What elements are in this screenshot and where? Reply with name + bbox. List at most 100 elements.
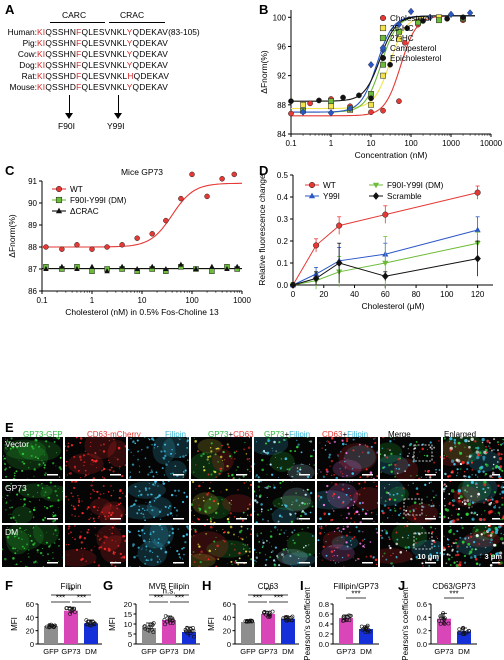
data-point xyxy=(68,611,72,616)
y-tick-label: 5 xyxy=(128,630,132,639)
data-point xyxy=(185,625,189,630)
data-point xyxy=(340,94,346,101)
chart-d: 0.0 0.1 0.2 0.3 0.4 0.5 0 20 40 60 80 100 120 Cholest… xyxy=(257,171,493,311)
legend-marker xyxy=(379,34,387,42)
panel-label-e: E xyxy=(5,420,14,435)
data-point xyxy=(290,614,295,619)
panel-label-b: B xyxy=(259,2,269,17)
y-tick-label: 60 xyxy=(26,600,34,609)
data-point xyxy=(407,7,415,16)
title-gp73-filipin: GP73+Filipin xyxy=(264,430,311,439)
y-tick-label: 0.2 xyxy=(277,237,289,246)
legend-marker xyxy=(379,24,387,32)
micrograph-image xyxy=(191,525,252,567)
y-tick-label: 100 xyxy=(273,13,287,22)
y-axis-label: Relative fluorescence change xyxy=(257,174,267,286)
x-tick-label: 100 xyxy=(440,290,454,299)
arrow-f90i-head xyxy=(65,113,73,119)
bar xyxy=(64,610,78,644)
data-point xyxy=(67,606,72,610)
y-tick-label: 15 xyxy=(124,610,132,619)
data-point xyxy=(474,189,481,196)
y-axis-label: ΔFnorm(%) xyxy=(7,214,17,258)
x-tick-label: 40 xyxy=(350,290,359,299)
data-point xyxy=(474,226,481,233)
data-point xyxy=(444,15,450,22)
arrow-f90i-shaft xyxy=(69,95,70,115)
data-point xyxy=(104,268,110,274)
y-tick-label: 40 xyxy=(26,613,34,622)
panel-label-i: I xyxy=(300,578,304,593)
data-point xyxy=(363,630,368,634)
x-tick-label: DM xyxy=(85,647,97,656)
chart-title: MVB Filipin xyxy=(149,582,189,591)
species-name: Cow: xyxy=(17,49,37,59)
y-tick-label: 40 xyxy=(223,613,231,622)
y-tick-label: 0.3 xyxy=(277,215,289,224)
data-point xyxy=(382,260,389,267)
legend-marker xyxy=(379,54,387,62)
title-enlarged: Enlarged xyxy=(444,430,477,439)
data-point xyxy=(219,176,225,182)
data-point xyxy=(285,617,290,622)
sequence-row: Mouse:KIQSSHDFQLESVNKLYQDEKAV xyxy=(4,82,168,93)
chart-i: 0.00.20.40.60.8 Pearson's coefficient Fill… xyxy=(303,582,379,660)
micrograph-image xyxy=(128,437,189,479)
data-point xyxy=(142,624,147,629)
micrograph-cell xyxy=(380,437,441,479)
data-point xyxy=(380,107,386,114)
sequence-range: (83-105) xyxy=(168,27,200,37)
legend-marker xyxy=(379,44,387,52)
sequence-residues: KIQSSHNFQLESVNKLYQDEKAV xyxy=(37,27,169,37)
y-tick-label: 87 xyxy=(28,265,37,274)
x-tick-label: DM xyxy=(360,647,372,656)
data-point xyxy=(104,244,110,250)
species-name: Mouse: xyxy=(9,82,37,92)
data-point xyxy=(366,629,371,634)
data-point xyxy=(171,618,175,622)
micrograph-cell xyxy=(443,437,504,479)
data-point xyxy=(289,615,294,620)
data-point xyxy=(224,266,230,271)
row-label: DM xyxy=(5,527,19,537)
x-tick-label: 1000 xyxy=(442,139,460,148)
x-tick-label: DM xyxy=(183,647,195,656)
species-name: Rat: xyxy=(21,71,37,81)
data-point xyxy=(327,109,335,117)
bar xyxy=(281,618,295,644)
micrograph-cell xyxy=(191,481,252,523)
micrograph-cell xyxy=(191,437,252,479)
x-tick-label: 0 xyxy=(291,290,296,299)
micrograph-image xyxy=(191,437,252,479)
data-point xyxy=(396,98,402,105)
sequence-residues: KIQSSHDFQLESVNKLHQDEKAV xyxy=(37,71,170,81)
significance-label: *** xyxy=(449,590,458,599)
data-point xyxy=(447,10,455,19)
data-point xyxy=(461,626,465,631)
data-point xyxy=(149,231,155,237)
data-point xyxy=(151,621,156,626)
data-point xyxy=(47,625,52,630)
bar xyxy=(142,628,156,644)
data-point xyxy=(89,246,95,252)
data-point xyxy=(285,615,290,619)
data-point xyxy=(89,263,95,269)
data-point xyxy=(439,615,444,620)
y-tick-label: 0.5 xyxy=(277,171,289,180)
data-point xyxy=(143,623,147,628)
data-point xyxy=(72,610,77,615)
micrograph-cell xyxy=(128,437,189,479)
y-tick-label: 0.8 xyxy=(319,600,329,609)
data-point xyxy=(336,222,343,229)
mutation-y99i: Y99I xyxy=(107,121,125,131)
data-point xyxy=(204,193,210,200)
data-point xyxy=(246,619,251,624)
micrograph-image xyxy=(2,481,63,523)
legend-label: WT xyxy=(323,181,336,190)
significance-label: *** xyxy=(77,594,86,603)
micrograph-cell: 10 μm xyxy=(380,525,441,567)
x-tick-label: 120 xyxy=(471,290,485,299)
chart-title: Mice GP73 xyxy=(121,167,163,177)
micrograph-image xyxy=(191,481,252,523)
